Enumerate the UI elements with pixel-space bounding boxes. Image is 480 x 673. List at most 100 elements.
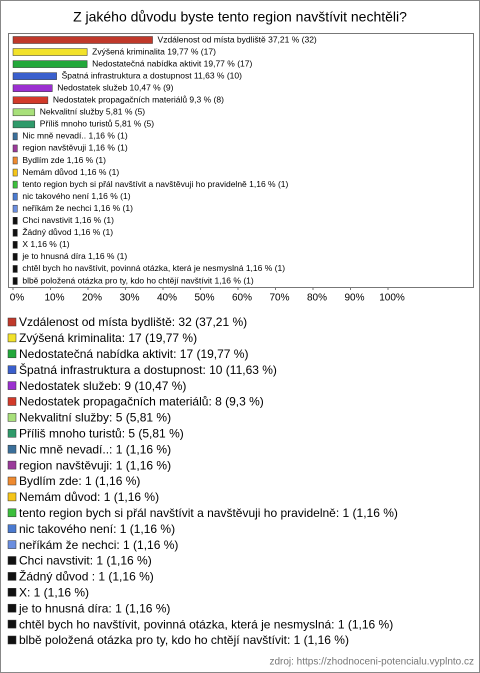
legend-swatch xyxy=(7,429,17,438)
legend-label: blbě položená otázka pro ty, kdo ho chtě… xyxy=(19,633,349,647)
x-tick-label: 40% xyxy=(157,293,177,304)
bar-label: Špatná infrastruktura a dostupnost 11,63… xyxy=(62,70,243,80)
x-tick-label: 0% xyxy=(10,293,25,304)
bar-label: je to hnusná díra 1,16 % (1) xyxy=(21,251,127,261)
bar xyxy=(12,229,18,237)
bar xyxy=(12,277,18,285)
legend-label: Nedostatečná nabídka aktivit: 17 (19,77 … xyxy=(19,347,248,361)
legend-swatch xyxy=(7,381,17,390)
x-tick-label: 30% xyxy=(119,293,139,304)
bar-label: Žádný důvod 1,16 % (1) xyxy=(22,227,113,237)
bar-label: Chci navstivit 1,16 % (1) xyxy=(22,215,114,225)
legend-swatch xyxy=(7,413,17,422)
bar xyxy=(12,48,88,56)
x-tick-label: 100% xyxy=(379,293,405,304)
x-tick-label: 10% xyxy=(44,293,64,304)
legend-label: Nedostatek propagačních materiálů: 8 (9,… xyxy=(19,395,264,409)
bar-label: nic takového není 1,16 % (1) xyxy=(22,191,130,201)
x-tick-label: 50% xyxy=(194,293,214,304)
legend-swatch xyxy=(7,524,17,533)
bar xyxy=(12,204,18,213)
bar xyxy=(12,96,49,104)
bar-label: Nemám důvod 1,16 % (1) xyxy=(22,167,119,177)
legend-swatch xyxy=(7,588,17,597)
legend-swatch xyxy=(7,492,17,502)
bar xyxy=(12,168,18,177)
bar-label: Nedostatečná nabídka aktivit 19,77 % (17… xyxy=(92,58,252,68)
bar xyxy=(12,120,36,129)
legend-label: Vzdálenost od místa bydliště: 32 (37,21 … xyxy=(19,315,247,329)
legend-label: Nekvalitní služby: 5 (5,81 %) xyxy=(19,411,171,425)
x-tick-label: 80% xyxy=(307,293,327,304)
bar xyxy=(12,60,88,68)
bar xyxy=(12,180,18,189)
plot-frame xyxy=(8,33,474,288)
bar-label: Zvýšená kriminalita 19,77 % (17) xyxy=(92,46,216,56)
bar xyxy=(12,36,153,44)
legend-label: nic takového není: 1 (1,16 %) xyxy=(19,522,175,536)
legend-label: neříkám že nechci: 1 (1,16 %) xyxy=(19,538,178,552)
legend-label: Chci navstivit: 1 (1,16 %) xyxy=(19,554,152,568)
x-tick-label: 70% xyxy=(269,293,289,304)
bar xyxy=(12,72,57,80)
legend-label: Příliš mnoho turistů: 5 (5,81 %) xyxy=(19,426,184,440)
legend-swatch xyxy=(7,635,17,645)
source: zdroj: https://zhodnoceni-potencialu.vyp… xyxy=(269,657,474,668)
legend-label: X: 1 (1,16 %) xyxy=(19,585,89,599)
chart-title: Z jakého důvodu byste tento region navšt… xyxy=(73,9,407,25)
bar xyxy=(12,217,18,225)
legend-label: Žádný důvod : 1 (1,16 %) xyxy=(19,569,154,584)
legend-label: Bydlím zde: 1 (1,16 %) xyxy=(19,474,140,488)
bar-label: X 1,16 % (1) xyxy=(22,239,69,249)
legend-swatch xyxy=(7,476,17,486)
legend-label: Zvýšená kriminalita: 17 (19,77 %) xyxy=(19,331,197,345)
bar-label: Nedostatek služeb 10,47 % (9) xyxy=(57,82,173,92)
bar-label: Bydlím zde 1,16 % (1) xyxy=(22,155,106,165)
legend-label: Špatná infrastruktura a dostupnost: 10 (… xyxy=(19,362,277,377)
legend-swatch xyxy=(7,333,17,343)
bar-label: Příliš mnoho turistů 5,81 % (5) xyxy=(40,119,154,129)
bar xyxy=(12,132,18,141)
legend-label: je to hnusná díra: 1 (1,16 %) xyxy=(18,601,170,615)
legend-swatch xyxy=(7,349,17,359)
legend-swatch xyxy=(7,556,17,565)
legend-swatch xyxy=(7,397,17,406)
bar-label: region navštěvuji 1,16 % (1) xyxy=(22,143,128,153)
legend-label: Nedostatek služeb: 9 (10,47 %) xyxy=(19,379,186,393)
legend-swatch xyxy=(7,572,17,581)
bar xyxy=(12,265,18,273)
legend-swatch xyxy=(7,619,17,629)
legend-label: Nic mně nevadí..: 1 (1,16 %) xyxy=(19,442,171,456)
legend-label: Nemám důvod: 1 (1,16 %) xyxy=(19,490,159,504)
bar xyxy=(12,253,18,261)
bar xyxy=(12,241,18,249)
legend-swatch xyxy=(7,317,17,327)
x-tick-label: 90% xyxy=(344,293,364,304)
bar-label: Vzdálenost od místa bydliště 37,21 % (32… xyxy=(158,34,317,44)
legend-label: tento region bych si přál navštívit a na… xyxy=(19,506,398,520)
bar xyxy=(12,156,18,165)
legend-swatch xyxy=(7,444,17,454)
bar-label: Nekvalitní služby 5,81 % (5) xyxy=(40,107,146,117)
x-tick-label: 60% xyxy=(232,293,252,304)
x-tick-label: 20% xyxy=(82,293,102,304)
legend-swatch xyxy=(7,508,17,518)
bar xyxy=(12,84,53,92)
bar-label: tento region bych si přál navštívit a na… xyxy=(22,179,288,189)
bar-label: neříkám že nechci 1,16 % (1) xyxy=(22,203,133,213)
bar xyxy=(12,108,36,117)
legend-swatch xyxy=(7,460,17,470)
bar xyxy=(12,144,18,153)
bar xyxy=(12,192,18,201)
bar-label: chtěl bych ho navštívit, povinná otázka,… xyxy=(22,263,285,273)
legend-swatch xyxy=(7,603,17,613)
legend-label: region navštěvuji: 1 (1,16 %) xyxy=(19,458,171,472)
legend-label: chtěl bych ho navštívit, povinná otázka,… xyxy=(19,617,393,631)
bar-label: Nic mně nevadí.. 1,16 % (1) xyxy=(22,131,128,141)
bar-label: blbě položená otázka pro ty, kdo ho chtě… xyxy=(22,275,254,285)
legend-swatch xyxy=(7,365,17,374)
legend-swatch xyxy=(7,540,17,549)
bar-label: Nedostatek propagačních materiálů 9,3 % … xyxy=(53,95,224,105)
